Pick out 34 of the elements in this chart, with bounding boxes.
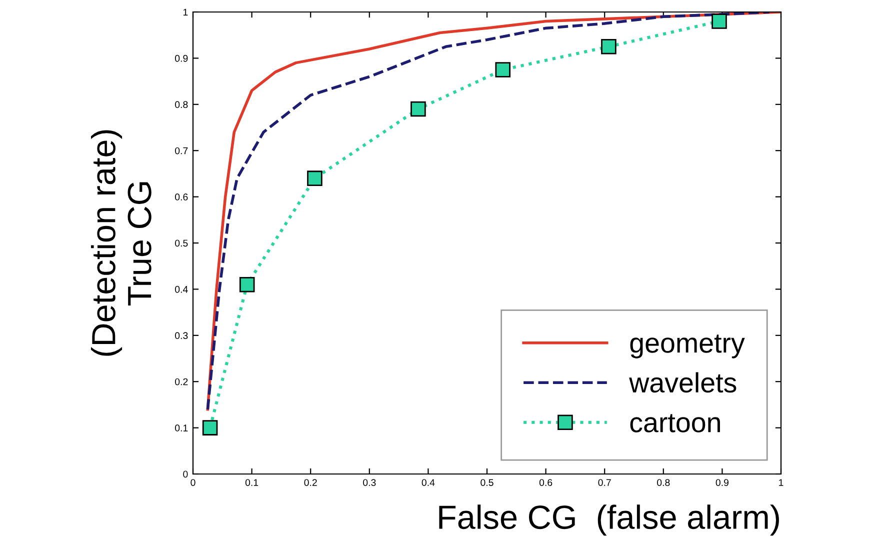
x-tick-label: 0.1 — [245, 479, 258, 486]
y-tick-label: 0.6 — [175, 194, 188, 200]
y-tick-label: 0.5 — [175, 240, 188, 247]
y-tick-label: 0.9 — [175, 54, 188, 62]
legend-label: geometry — [630, 334, 745, 358]
x-tick-label: 1 — [779, 479, 784, 486]
point — [410, 101, 426, 117]
point — [307, 170, 322, 186]
y-tick-label: 0 — [183, 470, 188, 478]
x-tick-label: 0.8 — [657, 479, 670, 486]
point — [202, 420, 218, 436]
y-tick-label: 0.7 — [175, 147, 188, 154]
y-tick-label: 0.2 — [175, 378, 188, 386]
x-tick-label: 0 — [190, 479, 196, 486]
x-tick-label: 0.2 — [304, 479, 317, 486]
y-tick-label: 0.3 — [175, 332, 188, 340]
x-tick-label: 0.6 — [539, 479, 552, 486]
x-tick-label: 0.4 — [422, 479, 435, 486]
x-tick-label: 0.3 — [363, 479, 376, 486]
y-tick-label: 0.1 — [175, 424, 188, 432]
y-axis-title: (Detection rate) True CG — [90, 130, 152, 356]
x-tick-label: 0.5 — [480, 479, 494, 486]
x-tick-label: 0.7 — [598, 479, 611, 486]
x-axis-title: False CG (false alarm) — [439, 504, 779, 536]
point — [712, 14, 727, 29]
y-tick-label: 0.4 — [175, 286, 188, 293]
legend-label: wavelets — [629, 372, 736, 393]
point — [601, 39, 616, 54]
y-tick-label: 0.8 — [175, 101, 188, 108]
point — [495, 62, 511, 78]
point — [239, 276, 255, 292]
legend-label: cartoon — [630, 414, 720, 432]
y-tick-label: 1 — [183, 8, 188, 16]
x-tick-label: 0.9 — [716, 479, 728, 486]
